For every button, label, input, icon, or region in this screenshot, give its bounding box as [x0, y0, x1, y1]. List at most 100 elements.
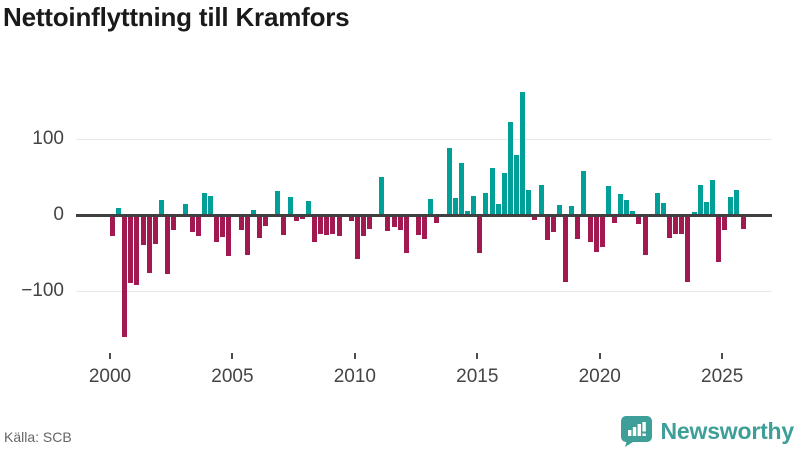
bar-2024-Q1 [697, 185, 703, 215]
gridline--100 [76, 291, 772, 292]
x-tick-2020 [598, 353, 601, 359]
bar-2009-Q1 [330, 215, 336, 234]
bar-2004-Q3 [220, 215, 226, 238]
bar-2003-Q3 [195, 215, 201, 237]
plot-area: −100 0 100 2000 2005 2010 2015 2020 2025 [21, 91, 772, 387]
chart-title: Nettoinflyttning till Kramfors [3, 2, 350, 32]
bar-2007-Q3 [293, 215, 299, 222]
bar-2006-Q1 [256, 215, 262, 238]
bar-2013-Q1 [428, 199, 434, 215]
bar-2005-Q4 [250, 209, 256, 215]
bar-glyph-1 [627, 430, 631, 436]
bar-2011-Q1 [379, 177, 385, 215]
bar-2024-Q4 [716, 215, 722, 263]
x-axis-label-2010: 2010 [333, 366, 377, 387]
bar-2004-Q2 [214, 215, 220, 242]
bar-2009-Q2 [336, 215, 342, 237]
bar-2011-Q4 [397, 215, 403, 231]
bar-2021-Q1 [624, 199, 630, 215]
bar-2020-Q1 [599, 215, 605, 247]
bar-2004-Q4 [226, 215, 232, 257]
bar-2007-Q1 [281, 215, 287, 235]
bar-2011-Q3 [391, 215, 397, 228]
bar-2003-Q4 [201, 192, 207, 215]
bar-2013-Q2 [434, 215, 440, 223]
bar-2002-Q3 [171, 215, 177, 231]
x-tick-2000 [109, 353, 111, 359]
bar-2000-Q4 [128, 215, 134, 284]
bar-2018-Q2 [556, 205, 562, 215]
source-label: Källa: SCB [4, 429, 72, 445]
bar-2015-Q3 [489, 167, 495, 215]
bar-2022-Q2 [654, 192, 660, 215]
bar-2023-Q3 [685, 215, 691, 282]
bar-2007-Q4 [299, 215, 305, 219]
bar-2008-Q4 [324, 215, 330, 235]
bar-2000-Q2 [116, 208, 122, 215]
bar-2016-Q2 [507, 121, 513, 215]
x-tick-2005 [231, 353, 234, 359]
bar-2016-Q3 [514, 154, 520, 215]
bar-2003-Q2 [189, 215, 195, 232]
x-tick-2010 [353, 353, 356, 359]
bar-2025-Q3 [734, 189, 740, 215]
bar-2010-Q2 [361, 215, 366, 237]
bar-2009-Q4 [348, 215, 354, 222]
bar-2004-Q1 [207, 196, 213, 215]
bar-2025-Q1 [722, 215, 728, 231]
x-axis-label-2020: 2020 [578, 366, 621, 387]
bar-2006-Q2 [263, 215, 269, 227]
bar-2008-Q1 [305, 201, 311, 215]
bar-2022-Q4 [667, 215, 673, 238]
bar-2003-Q1 [183, 203, 189, 215]
bar-2000-Q1 [110, 215, 115, 237]
gridline-100 [76, 139, 772, 140]
bar-2024-Q3 [709, 180, 715, 215]
bar-2015-Q2 [483, 192, 489, 215]
bar-2012-Q3 [416, 215, 422, 235]
bar-2005-Q2 [238, 215, 244, 231]
bar-2005-Q3 [244, 215, 250, 255]
bar-2023-Q2 [679, 215, 685, 234]
speech-bubble-shape [620, 416, 652, 447]
bar-2015-Q4 [495, 204, 501, 215]
bar-2012-Q1 [403, 215, 409, 253]
x-tick-2025 [721, 353, 724, 359]
exclamation-glyph-stem [641, 422, 646, 432]
bar-2014-Q3 [465, 211, 471, 215]
bar-2014-Q1 [452, 198, 458, 215]
bar-2017-Q1 [526, 189, 532, 215]
bar-glyph-3 [637, 424, 641, 436]
bar-glyph-2 [632, 427, 636, 436]
bar-2001-Q3 [146, 215, 152, 273]
bar-2013-Q4 [446, 148, 452, 215]
bar-2020-Q3 [612, 215, 617, 224]
x-axis-label-2025: 2025 [701, 366, 744, 387]
bar-2020-Q4 [618, 193, 624, 215]
x-tick-2015 [476, 353, 479, 359]
bar-2006-Q4 [275, 191, 281, 215]
bar-2001-Q1 [134, 215, 140, 285]
bar-2001-Q4 [152, 215, 158, 244]
bar-2019-Q4 [593, 215, 599, 253]
bar-2000-Q3 [122, 215, 128, 337]
bar-2008-Q2 [312, 215, 318, 242]
bar-2019-Q3 [587, 215, 593, 243]
newsworthy-logo-text: Newsworthy [660, 417, 795, 444]
bar-2023-Q4 [691, 211, 697, 215]
bar-2024-Q2 [703, 202, 709, 215]
bar-2011-Q2 [385, 215, 391, 231]
bar-2010-Q1 [354, 215, 360, 260]
newsworthy-speech-bubble-bar-chart-icon [620, 416, 652, 447]
bar-2010-Q3 [367, 215, 373, 230]
bar-2017-Q3 [538, 185, 544, 215]
bar-2019-Q2 [581, 170, 587, 215]
y-axis-label-100: 100 [32, 128, 64, 149]
bar-2001-Q2 [140, 215, 146, 245]
y-axis-label-0: 0 [53, 204, 64, 225]
bar-2016-Q4 [520, 91, 526, 215]
newsworthy-logo[interactable]: Newsworthy [619, 415, 794, 447]
bar-2017-Q2 [532, 215, 538, 220]
bar-2002-Q2 [165, 215, 171, 275]
